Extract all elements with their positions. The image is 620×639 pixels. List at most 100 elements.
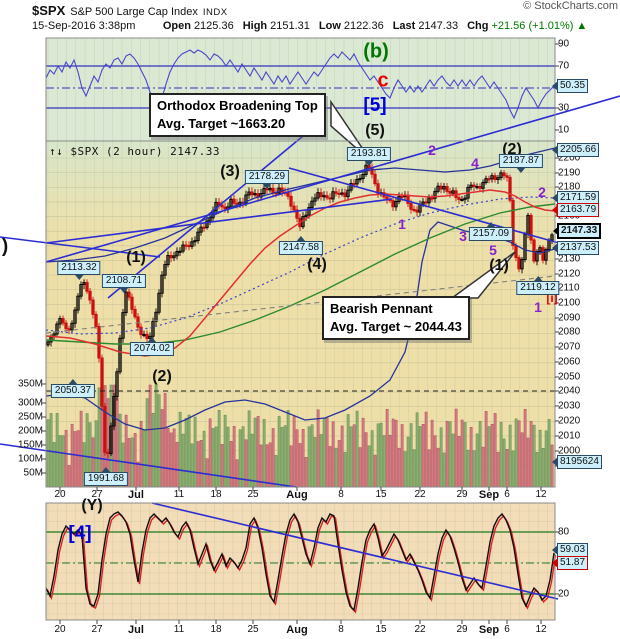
callout-left-pointer-icon — [552, 457, 558, 467]
trendline — [45, 198, 393, 244]
date-label: Jul — [128, 489, 144, 501]
volume-axis-label: 100M — [17, 453, 43, 465]
callout-pointer-icon — [147, 337, 157, 343]
y-axis-label: 2040 — [558, 385, 581, 397]
wave-label: (5) — [365, 122, 385, 139]
axis-callout: 8195624 — [552, 455, 602, 469]
date-label: Aug — [286, 624, 308, 636]
y-axis-label: 10 — [558, 124, 570, 136]
date-label: Sep — [478, 489, 500, 501]
price-callout: 2178.29 — [244, 170, 290, 189]
price-callout: 2157.09 — [468, 222, 514, 241]
callout-pointer-icon — [364, 160, 374, 166]
quote-label-last: Last — [392, 20, 416, 32]
axis-callout: 51.87 — [552, 556, 589, 570]
copyright: © StockCharts.com — [523, 0, 618, 12]
trendline — [288, 167, 560, 244]
ma-dotted-line — [46, 196, 555, 335]
y-axis-label: 2110 — [558, 282, 580, 294]
quote-label-chg: Chg — [467, 20, 489, 32]
wave-label: [i] — [546, 291, 558, 305]
volume-axis-label: 50M — [23, 467, 43, 479]
callout-left-pointer-icon — [552, 81, 558, 91]
wave-label: (1) — [126, 249, 146, 266]
quote-value-low: 2122.36 — [343, 20, 384, 32]
volume-axis-label: 150M — [17, 439, 43, 451]
y-axis-label: 2020 — [558, 415, 581, 427]
price-callout: 2147.58 — [278, 236, 324, 255]
price-callout: 2119.12 — [516, 276, 560, 295]
stoch-k-line — [46, 511, 555, 612]
stoch-panel — [46, 503, 555, 620]
wave-label: (1) — [489, 257, 509, 274]
exchange: INDX — [202, 7, 228, 18]
volume-axis-label: 200M — [17, 425, 43, 437]
wave-label: 1 — [534, 299, 542, 315]
wave-label: 5 — [489, 242, 497, 258]
callout-left-pointer-icon — [552, 205, 558, 215]
price-callout: 2187.87 — [498, 154, 544, 173]
date-label: 20 — [54, 489, 66, 500]
date-label: 15 — [375, 489, 387, 500]
y-axis-label: 2100 — [558, 297, 581, 309]
y-axis-label: 90 — [558, 38, 570, 50]
volume-axis-label: 250M — [17, 411, 43, 423]
volume-axis-label: 350M — [17, 378, 43, 390]
axis-callout: 2147.33 — [553, 223, 602, 239]
date-label: 8 — [338, 489, 344, 500]
callout-left-pointer-icon — [552, 145, 558, 155]
date-label: 29 — [456, 489, 468, 500]
y-axis-label: 20 — [558, 588, 570, 600]
wave-label: (3) — [220, 163, 240, 180]
wave-label: (4) — [307, 256, 327, 273]
price-callout: 1991.68 — [83, 467, 129, 486]
wave-label: [5] — [363, 95, 387, 116]
y-axis-label: 2190 — [558, 167, 581, 179]
trendline — [107, 135, 304, 299]
price-callout: 2108.71 — [101, 274, 147, 293]
y-axis-label: 2200 — [558, 152, 581, 164]
axis-callout: 59.03 — [552, 543, 589, 557]
date-label: 18 — [210, 624, 222, 635]
quote-row: 15-Sep-2016 3:38pm Open 2125.36 High 2151.3… — [32, 16, 616, 34]
date-label: 11 — [173, 489, 185, 500]
y-axis-label: 70 — [558, 60, 570, 72]
callout-pointer-icon — [533, 276, 543, 282]
wave-label: (2) — [152, 368, 172, 385]
y-axis-label: 2000 — [558, 445, 581, 457]
wave-label: ) — [1, 236, 9, 257]
stoch-d-line — [47, 513, 557, 614]
price-callout: 2193.81 — [346, 147, 392, 166]
annotation-line: Bearish Pennant — [330, 301, 433, 316]
date-label: Aug — [286, 489, 308, 501]
wave-label: 3 — [459, 228, 467, 244]
date-label: 20 — [54, 624, 66, 635]
wave-label: 2 — [428, 142, 436, 158]
price-callout: 2050.37 — [50, 379, 96, 398]
y-axis-label: 2180 — [558, 181, 581, 193]
y-axis-label: 80 — [558, 526, 570, 538]
callout-left-pointer-icon — [553, 226, 559, 236]
annotation-tail — [330, 99, 372, 162]
date-label: 22 — [414, 489, 426, 500]
trendline — [0, 236, 161, 258]
wave-label: (b) — [363, 40, 389, 63]
trendline — [0, 443, 297, 488]
callout-left-pointer-icon — [552, 558, 558, 568]
timestamp: 15-Sep-2016 3:38pm — [32, 20, 136, 32]
y-axis-label: 2090 — [558, 312, 581, 324]
wave-label: 1 — [398, 216, 406, 232]
annotation-line: Avg. Target ~1663.20 — [157, 116, 286, 131]
quote-label-low: Low — [318, 20, 341, 32]
y-axis-label: 2080 — [558, 326, 581, 338]
date-label: 22 — [414, 624, 426, 635]
chart-header: $SPX S&P 500 Large Cap Index INDX — [32, 2, 616, 20]
callout-pointer-icon — [119, 287, 129, 293]
price-panel-label: ↑↓ $SPX (2 hour) 2147.33 — [49, 145, 220, 158]
date-label: 27 — [91, 489, 103, 500]
wave-label: [4] — [68, 523, 92, 544]
date-label: 6 — [504, 624, 510, 635]
quote-value-chg: +21.56 (+1.01%) — [491, 20, 574, 32]
